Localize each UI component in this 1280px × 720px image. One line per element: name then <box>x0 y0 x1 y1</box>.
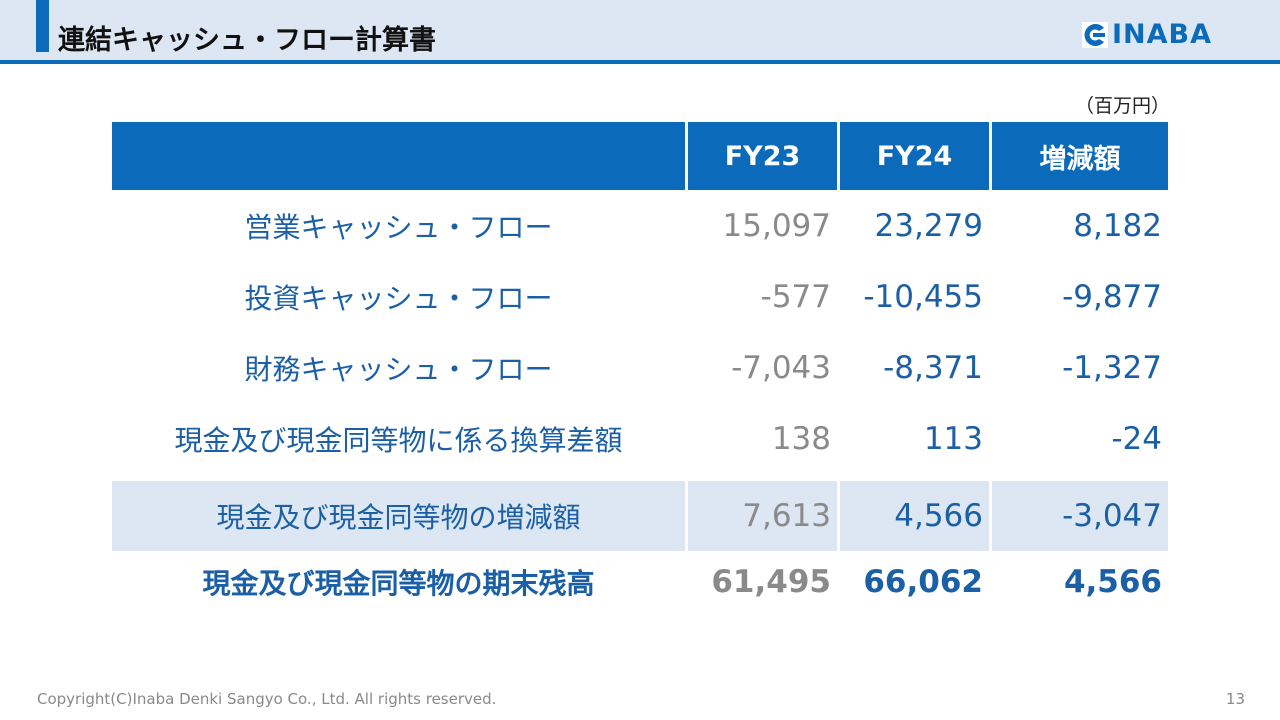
change-value: -24 <box>1111 421 1162 457</box>
header-label-cell <box>112 122 685 190</box>
fy23-value: 15,097 <box>722 208 831 244</box>
row-label: 現金及び現金同等物に係る換算差額 <box>174 424 623 457</box>
fy23-value: 7,613 <box>742 498 831 534</box>
unit-label: （百万円） <box>1074 95 1170 117</box>
title-band <box>0 0 1280 60</box>
table-row-total: 現金及び現金同等物の期末残高 61,495 66,062 4,566 <box>112 547 1168 617</box>
row-label: 現金及び現金同等物の期末残高 <box>202 567 595 600</box>
fy24-value: 23,279 <box>874 208 983 244</box>
table-header-row: FY23 FY24 増減額 <box>112 122 1168 190</box>
logo-mark-icon <box>1082 22 1108 48</box>
fy24-value: -8,371 <box>883 350 983 386</box>
change-value: -3,047 <box>1062 498 1162 534</box>
table-row: 現金及び現金同等物に係る換算差額 138 113 -24 <box>112 404 1168 474</box>
cell-background <box>992 481 1168 551</box>
table-row: 投資キャッシュ・フロー -577 -10,455 -9,877 <box>112 262 1168 332</box>
change-value: 8,182 <box>1073 208 1162 244</box>
table-row: 営業キャッシュ・フロー 15,097 23,279 8,182 <box>112 191 1168 261</box>
page-number: 13 <box>1225 690 1245 708</box>
row-label: 営業キャッシュ・フロー <box>244 211 553 244</box>
table-row: 財務キャッシュ・フロー -7,043 -8,371 -1,327 <box>112 333 1168 403</box>
column-header-fy23: FY23 <box>688 122 837 190</box>
table-row-highlighted: 現金及び現金同等物の増減額 7,613 4,566 -3,047 <box>112 481 1168 551</box>
row-label: 財務キャッシュ・フロー <box>244 353 553 386</box>
column-header-change: 増減額 <box>992 122 1168 190</box>
cell-background <box>840 481 989 551</box>
title-accent-bar <box>36 0 49 52</box>
logo-wordmark: INABA <box>1112 19 1213 50</box>
cell-background <box>688 481 837 551</box>
row-label: 投資キャッシュ・フロー <box>244 282 553 315</box>
company-logo: INABA <box>1082 20 1212 50</box>
row-label: 現金及び現金同等物の増減額 <box>112 481 685 551</box>
fy24-value: 4,566 <box>894 498 983 534</box>
fy23-value: -577 <box>760 279 831 315</box>
fy23-value: -7,043 <box>731 350 831 386</box>
change-value: -1,327 <box>1062 350 1162 386</box>
fy24-value: -10,455 <box>863 279 983 315</box>
copyright-footer: Copyright(C)Inaba Denki Sangyo Co., Ltd.… <box>37 690 497 708</box>
fy23-value: 61,495 <box>711 564 831 600</box>
fy24-value: 113 <box>923 421 983 457</box>
fy24-value: 66,062 <box>863 564 983 600</box>
change-value: -9,877 <box>1062 279 1162 315</box>
change-value: 4,566 <box>1063 564 1162 600</box>
page-title: 連結キャッシュ・フロー計算書 <box>58 25 436 56</box>
fy23-value: 138 <box>771 421 831 457</box>
column-header-fy24: FY24 <box>840 122 989 190</box>
title-underline <box>0 60 1280 64</box>
